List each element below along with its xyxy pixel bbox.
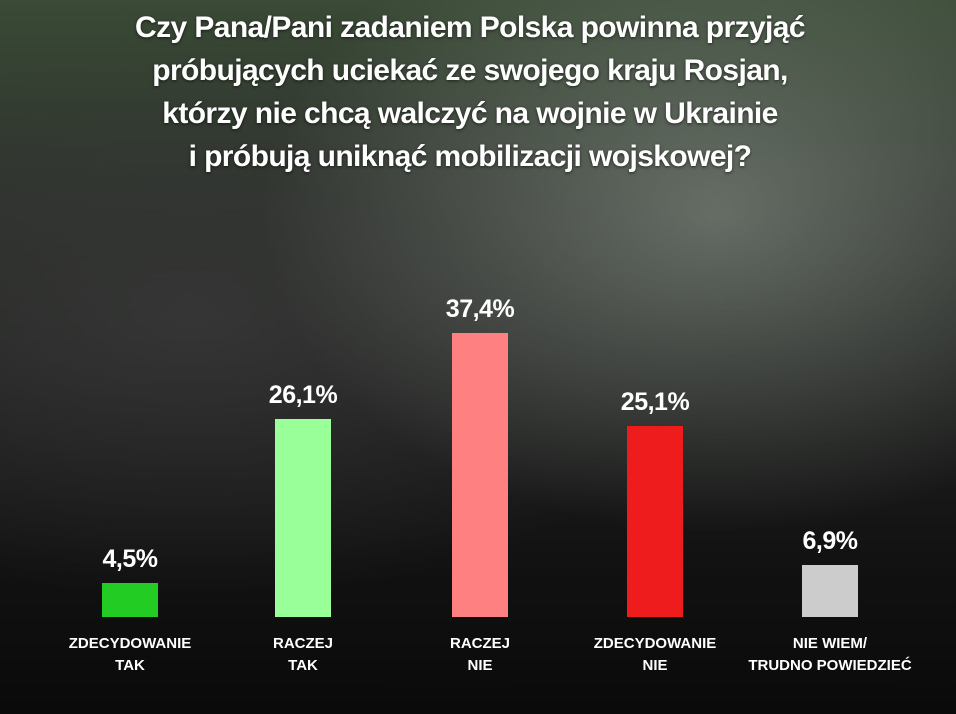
- bar: [102, 582, 158, 617]
- category-label: ZDECYDOWANIE NIE: [593, 635, 717, 674]
- value-label: 37,4%: [445, 294, 515, 323]
- category-label: ZDECYDOWANIE TAK: [68, 635, 192, 674]
- bar: [627, 426, 683, 617]
- value-label: 4,5%: [102, 544, 158, 573]
- category-label: RACZEJ TAK: [272, 635, 333, 674]
- bar: [452, 332, 508, 617]
- value-label: 6,9%: [802, 526, 858, 555]
- value-label: 25,1%: [620, 388, 690, 417]
- bar: [802, 564, 858, 617]
- chart-title: Czy Pana/Pani zadaniem Polska powinna pr…: [135, 11, 806, 173]
- value-label: 26,1%: [268, 380, 338, 409]
- category-label: NIE WIEM/ TRUDNO POWIEDZIEĆ: [748, 635, 912, 674]
- bar: [275, 418, 331, 617]
- category-label: RACZEJ NIE: [449, 635, 510, 674]
